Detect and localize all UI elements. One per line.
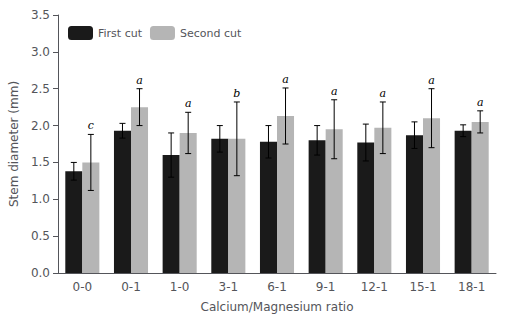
svg-text:0-1: 0-1 — [121, 280, 141, 294]
svg-text:15-1: 15-1 — [409, 280, 436, 294]
svg-text:a: a — [185, 97, 192, 110]
svg-text:12-1: 12-1 — [361, 280, 388, 294]
svg-text:2.5: 2.5 — [31, 82, 50, 96]
svg-text:1.0: 1.0 — [31, 192, 50, 206]
svg-text:1.5: 1.5 — [31, 155, 50, 169]
svg-text:b: b — [233, 87, 240, 100]
svg-text:Calcium/Magnesium ratio: Calcium/Magnesium ratio — [200, 300, 353, 314]
svg-text:a: a — [428, 74, 435, 87]
svg-text:Second cut: Second cut — [180, 27, 242, 40]
svg-text:a: a — [380, 87, 387, 100]
svg-text:0.0: 0.0 — [31, 266, 50, 280]
svg-text:0.5: 0.5 — [31, 229, 50, 243]
svg-text:18-1: 18-1 — [458, 280, 485, 294]
svg-text:1-0: 1-0 — [170, 280, 190, 294]
svg-text:3-1: 3-1 — [219, 280, 239, 294]
svg-text:9-1: 9-1 — [316, 280, 336, 294]
svg-text:6-1: 6-1 — [267, 280, 287, 294]
svg-text:Stem diameter (mm): Stem diameter (mm) — [7, 81, 21, 207]
svg-text:3.0: 3.0 — [31, 45, 50, 59]
svg-text:c: c — [88, 119, 94, 132]
svg-text:a: a — [282, 73, 289, 86]
svg-text:First cut: First cut — [98, 27, 143, 40]
svg-text:a: a — [331, 85, 338, 98]
svg-text:2.0: 2.0 — [31, 119, 50, 133]
svg-text:0-0: 0-0 — [73, 280, 93, 294]
svg-text:a: a — [136, 74, 143, 87]
svg-text:a: a — [477, 96, 484, 109]
svg-text:3.5: 3.5 — [31, 8, 50, 22]
